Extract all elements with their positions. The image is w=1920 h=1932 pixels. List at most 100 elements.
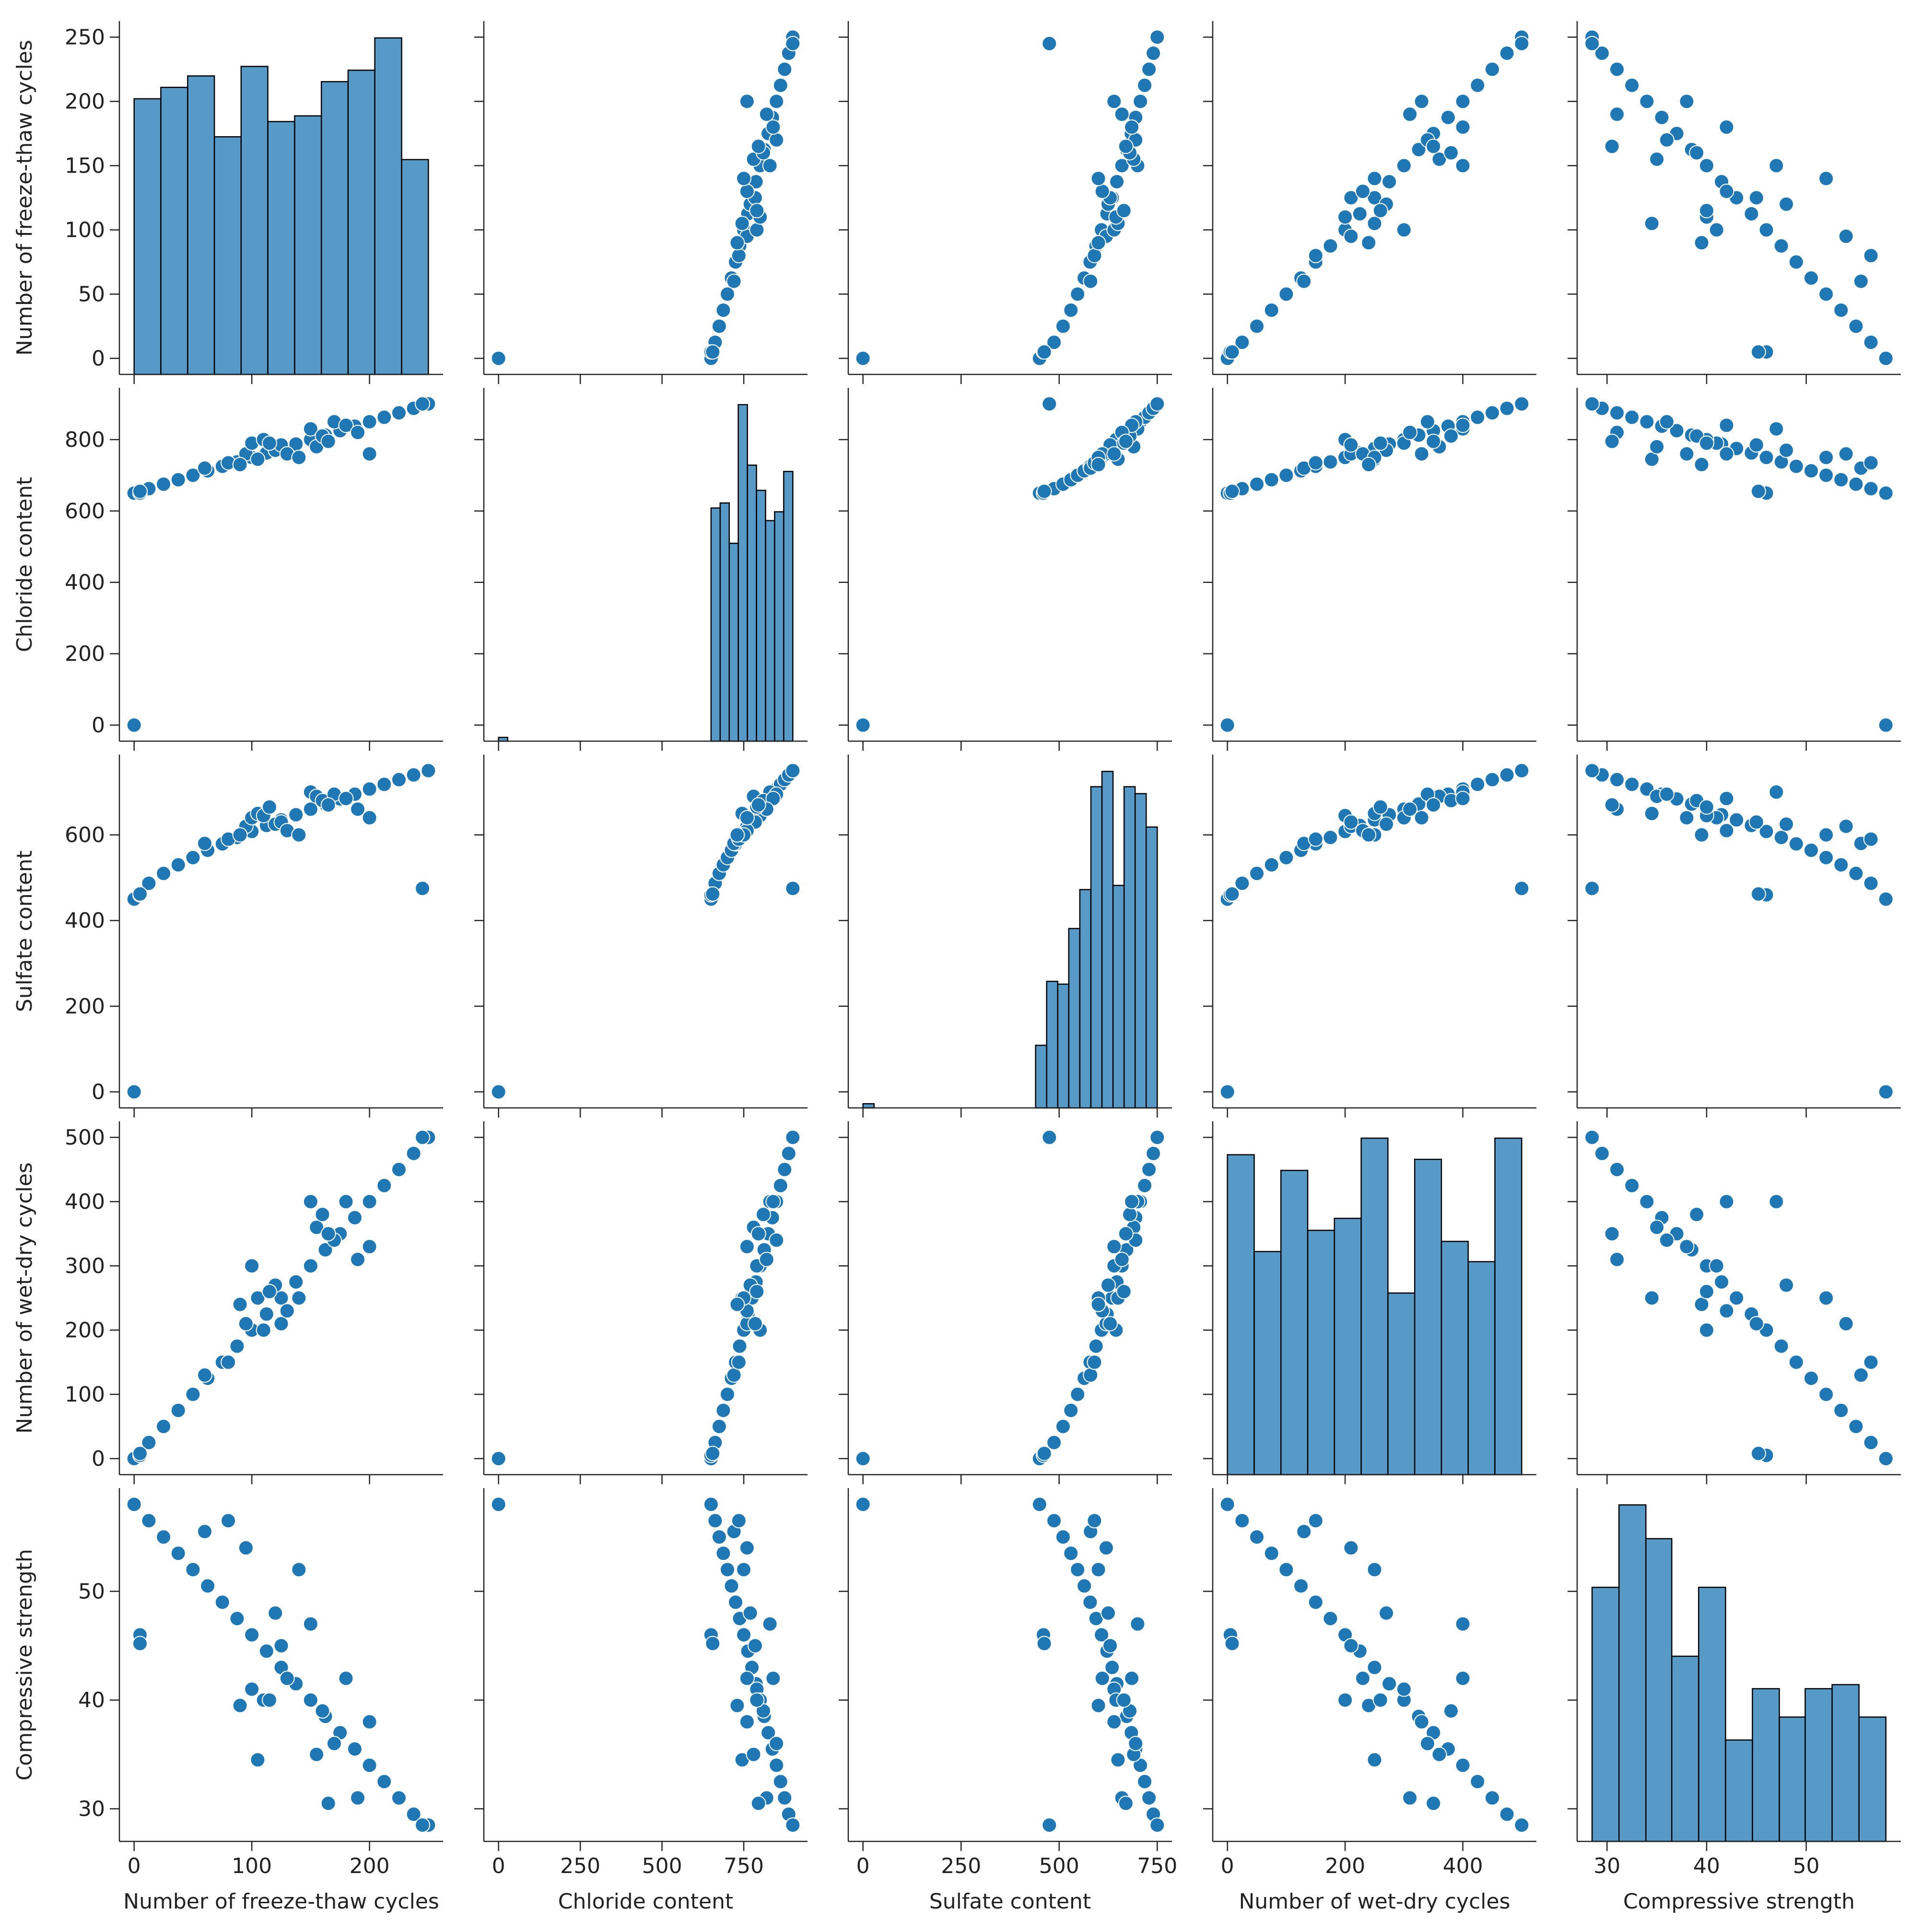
hist-bar: [1227, 1154, 1255, 1476]
scatter-point: [1070, 286, 1086, 302]
y-tick-label: 50: [78, 1579, 105, 1604]
scatter-point: [1455, 791, 1471, 806]
scatter-point: [362, 781, 377, 797]
hist-bar: [1698, 1586, 1726, 1842]
scatter-point: [303, 1692, 318, 1708]
scatter-point: [1768, 158, 1784, 174]
scatter-point: [1264, 303, 1279, 318]
scatter-point: [1367, 190, 1382, 206]
hist-bar: [1046, 980, 1059, 1109]
scatter-point: [729, 235, 745, 251]
scatter-point: [1308, 831, 1323, 847]
scatter-point: [132, 886, 148, 902]
scatter-point: [1249, 477, 1265, 492]
scatter-point: [1361, 827, 1377, 843]
scatter-point: [1773, 829, 1789, 845]
scatter-point: [1137, 1178, 1153, 1193]
scatter-point: [1455, 1670, 1471, 1686]
scatter-point: [749, 1284, 765, 1300]
scatter-point: [731, 1354, 747, 1370]
scatter-point: [1042, 396, 1057, 412]
hist-bar: [728, 543, 739, 742]
scatter-point: [415, 1817, 431, 1833]
scatter-point: [750, 139, 766, 154]
scatter-point: [739, 810, 755, 826]
scatter-point: [261, 799, 277, 815]
y-tick-label: 300: [65, 1254, 105, 1279]
scatter-point: [1758, 222, 1774, 238]
scatter-point: [1584, 396, 1600, 412]
scatter-point: [739, 93, 755, 109]
scatter-point: [746, 1746, 761, 1762]
scatter-point: [291, 1562, 307, 1578]
scatter-point: [1748, 814, 1764, 830]
hist-bar: [160, 86, 188, 375]
scatter-point: [1768, 784, 1784, 800]
scatter-point: [1379, 1605, 1394, 1621]
scatter-point: [750, 797, 766, 813]
scatter-point: [1644, 1290, 1660, 1306]
scatter-point: [362, 1194, 377, 1210]
scatter-point: [391, 1162, 407, 1177]
scatter-point: [1624, 409, 1640, 425]
scatter-point: [1343, 1540, 1359, 1556]
scatter-point: [759, 1252, 774, 1268]
scatter-point: [769, 132, 784, 148]
scatter-point: [1514, 1817, 1530, 1833]
scatter-point: [1106, 1239, 1122, 1255]
scatter-point: [1106, 93, 1122, 109]
scatter-point: [1219, 1084, 1235, 1100]
scatter-point: [1367, 171, 1382, 186]
hist-bar: [1123, 786, 1136, 1109]
scatter-point: [1484, 405, 1500, 421]
scatter-point: [1773, 238, 1789, 254]
scatter-point: [715, 1403, 731, 1418]
y-axis-label: Number of wet-dry cycles: [12, 1162, 37, 1433]
scatter-point: [1124, 1194, 1140, 1210]
scatter-point: [1042, 1817, 1057, 1833]
scatter-point: [1788, 254, 1804, 270]
x-tick-label: 250: [560, 1854, 600, 1878]
scatter-point: [1055, 1529, 1071, 1545]
scatter-point: [1141, 1162, 1157, 1177]
y-tick-label: 30: [78, 1797, 105, 1821]
scatter-point: [1788, 1354, 1804, 1370]
scatter-point: [1719, 418, 1734, 433]
scatter-point: [1751, 483, 1766, 499]
x-tick-label: 100: [232, 1854, 272, 1878]
scatter-point: [1323, 829, 1338, 845]
scatter-point: [288, 1274, 304, 1290]
scatter-point: [156, 477, 172, 492]
y-tick-label: 150: [65, 154, 105, 178]
scatter-point: [320, 1226, 336, 1242]
scatter-point: [250, 451, 266, 467]
hist-bar: [1079, 889, 1092, 1109]
scatter-point: [1863, 875, 1879, 891]
scatter-point: [1426, 433, 1441, 449]
scatter-point: [229, 1611, 245, 1627]
scatter-point: [761, 1725, 776, 1741]
scatter-point: [1604, 797, 1620, 813]
scatter-point: [1639, 1194, 1655, 1210]
scatter-point: [1779, 1277, 1794, 1293]
scatter-point: [1278, 467, 1294, 483]
scatter-point: [350, 1790, 366, 1806]
scatter-point: [1773, 1338, 1789, 1354]
scatter-point: [1414, 1714, 1429, 1730]
scatter-point: [1818, 171, 1834, 186]
scatter-point: [777, 1790, 793, 1806]
scatter-point: [777, 61, 793, 77]
scatter-point: [1042, 35, 1057, 51]
scatter-point: [156, 865, 172, 881]
scatter-point: [1118, 1226, 1134, 1242]
scatter-point: [1264, 1546, 1279, 1561]
scatter-point: [1818, 1386, 1834, 1402]
scatter-point: [1090, 1698, 1106, 1713]
scatter-point: [1149, 1817, 1165, 1833]
scatter-point: [303, 801, 318, 817]
scatter-point: [214, 1594, 230, 1610]
scatter-point: [1729, 1290, 1744, 1306]
scatter-point: [309, 1746, 325, 1762]
scatter-point: [1308, 248, 1323, 264]
